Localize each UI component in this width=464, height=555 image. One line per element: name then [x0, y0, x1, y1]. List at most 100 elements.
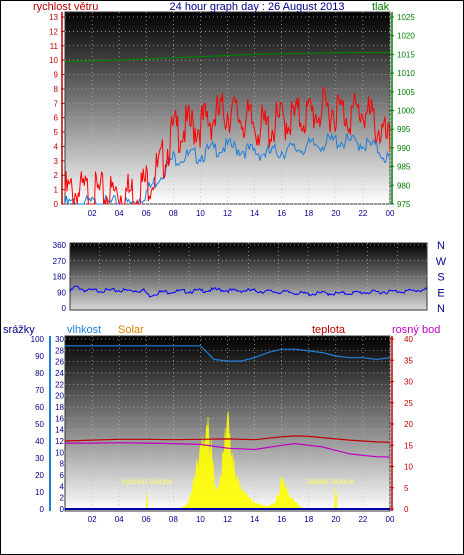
humidity-tick-label: 26	[55, 358, 64, 367]
temperature-series	[64, 435, 391, 443]
pressure-series	[64, 51, 390, 63]
pressure-tick-label: 1025	[397, 13, 415, 22]
wind-tick-label: 10	[49, 56, 58, 65]
wind-tick-label: 9	[54, 71, 59, 80]
wind-gust-series	[64, 86, 391, 206]
climate-x-tick-label: 02	[88, 515, 97, 524]
climate-x-tick-label: 22	[358, 515, 367, 524]
climate-x-tick-label: 10	[196, 515, 205, 524]
humidity-axis-title: vlhkost	[67, 324, 101, 336]
wind-tick-label: 6	[54, 114, 59, 123]
wind-tick-label: 5	[54, 128, 59, 137]
humidity-tick-label: 10	[55, 448, 64, 457]
climate-x-tick-label: 04	[115, 515, 124, 524]
pressure-tick-label: 1015	[397, 50, 415, 59]
humidity-tick-label: 6	[60, 471, 65, 480]
rain-tick-label: 0	[40, 505, 45, 514]
direction-tick-label: 180	[53, 273, 67, 282]
wind-x-tick-label: 08	[169, 209, 178, 218]
humidity-tick-label: 28	[55, 346, 64, 355]
rain-tick-label: 20	[35, 471, 44, 480]
wind-x-tick-label: 22	[358, 209, 367, 218]
humidity-tick-label: 2	[60, 494, 65, 503]
page-title: 24 hour graph day : 26 August 2013	[170, 1, 345, 13]
wind-x-tick-label: 12	[223, 209, 232, 218]
temperature-tick-label: 5	[404, 484, 409, 493]
humidity-tick-label: 0	[60, 505, 65, 514]
temperature-tick-label: 35	[404, 356, 413, 365]
direction-tick-label: 270	[53, 257, 67, 266]
pressure-tick-label: 975	[397, 200, 411, 209]
wind-x-tick-label: 02	[88, 209, 97, 218]
rain-tick-label: 60	[35, 403, 44, 412]
sunset-annotation: západ slunce	[307, 477, 355, 486]
wind-x-tick-label: 04	[115, 209, 124, 218]
rain-tick-label: 50	[35, 420, 44, 429]
temperature-tick-label: 40	[404, 335, 413, 344]
wind-x-tick-label: 18	[304, 209, 313, 218]
climate-x-tick-label: 06	[142, 515, 151, 524]
rain-tick-label: 90	[35, 352, 44, 361]
climate-x-tick-label: 20	[331, 515, 340, 524]
solar-axis-title: Solar	[118, 324, 144, 336]
wind-tick-label: 2	[54, 171, 59, 180]
humidity-tick-label: 4	[60, 482, 65, 491]
temperature-tick-label: 30	[404, 378, 413, 387]
temperature-tick-label: 0	[404, 505, 409, 514]
wind-tick-label: 12	[49, 27, 58, 36]
wind-tick-label: 7	[54, 99, 59, 108]
humidity-series	[65, 345, 391, 362]
direction-tick-label: 90	[57, 288, 66, 297]
pressure-tick-label: 1010	[397, 69, 415, 78]
direction-compass-label: N	[437, 303, 445, 315]
rain-tick-label: 70	[35, 386, 44, 395]
wind-x-tick-label: 06	[142, 209, 151, 218]
wind-tick-label: 3	[54, 157, 59, 166]
wind-x-tick-label: 14	[250, 209, 259, 218]
direction-tick-label: 360	[53, 241, 67, 250]
pressure-axis-title: tlak	[372, 1, 390, 13]
climate-x-tick-label: 16	[277, 515, 286, 524]
wind-x-tick-label: 10	[196, 209, 205, 218]
pressure-tick-label: 1020	[397, 32, 415, 41]
humidity-tick-label: 30	[55, 335, 64, 344]
pressure-tick-label: 1000	[397, 107, 415, 116]
wind-x-tick-label: 00	[386, 209, 395, 218]
wind-tick-label: 1	[54, 186, 59, 195]
pressure-tick-label: 985	[397, 163, 411, 172]
direction-compass-label: E	[437, 287, 444, 299]
temperature-tick-label: 20	[404, 420, 413, 429]
temperature-tick-label: 10	[404, 463, 413, 472]
pressure-tick-label: 990	[397, 144, 411, 153]
humidity-tick-label: 24	[55, 369, 64, 378]
dew-point-series	[65, 442, 391, 458]
wind-tick-label: 4	[54, 142, 59, 151]
humidity-tick-label: 8	[60, 460, 65, 469]
direction-panel-background	[69, 242, 428, 311]
wind-direction-series	[69, 285, 428, 298]
pressure-tick-label: 1005	[397, 88, 415, 97]
direction-compass-label: S	[437, 272, 444, 284]
rain-tick-label: 10	[35, 488, 44, 497]
temperature-tick-label: 25	[404, 399, 413, 408]
rain-axis-title: srážky	[3, 324, 35, 336]
wind-tick-label: 11	[50, 42, 59, 51]
humidity-tick-label: 14	[55, 426, 64, 435]
rain-tick-label: 80	[35, 369, 44, 378]
rain-tick-label: 100	[31, 335, 45, 344]
humidity-tick-label: 18	[55, 403, 64, 412]
dew-point-axis-title: rosný bod	[392, 324, 440, 336]
climate-x-tick-label: 12	[223, 515, 232, 524]
pressure-tick-label: 980	[397, 181, 411, 190]
pressure-tick-label: 995	[397, 125, 411, 134]
wind-x-tick-label: 16	[277, 209, 286, 218]
climate-x-tick-label: 18	[304, 515, 313, 524]
temperature-tick-label: 15	[404, 441, 413, 450]
rain-tick-label: 40	[35, 437, 44, 446]
temperature-axis-title: teplota	[312, 324, 346, 336]
wind-tick-label: 8	[54, 85, 59, 94]
humidity-tick-label: 22	[55, 380, 64, 389]
humidity-tick-label: 20	[55, 392, 64, 401]
